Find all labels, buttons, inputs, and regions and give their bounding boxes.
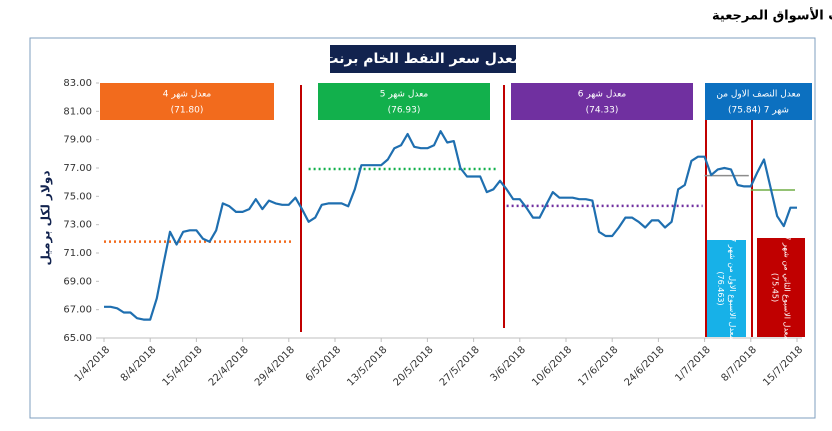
annotation-value: (75.45): [771, 273, 780, 302]
annotation-box: [100, 83, 274, 120]
x-tick-label: 13/5/2018: [345, 344, 389, 388]
annotation-value: (71.80): [171, 106, 204, 116]
y-tick-label: 77.00: [63, 163, 92, 174]
title-box: [330, 45, 516, 73]
annotation-box: [757, 238, 805, 337]
x-tick-label: 8/7/2018: [719, 344, 759, 384]
x-tick-label: 29/4/2018: [253, 344, 297, 388]
y-tick-label: 73.00: [63, 220, 92, 231]
x-tick-label: 3/6/2018: [488, 344, 528, 384]
annotation-label: معدل شهر 5: [380, 90, 429, 100]
x-tick-label: 1/7/2018: [673, 344, 713, 384]
x-tick-label: 8/4/2018: [119, 344, 159, 384]
annotation-value: (74.33): [586, 106, 619, 116]
y-tick-label: 67.00: [63, 305, 92, 316]
y-tick-label: 81.00: [63, 106, 92, 117]
price-line: [104, 130, 797, 321]
annotation-label: معدل النصف الاول من: [716, 90, 800, 100]
x-tick-label: 1/4/2018: [73, 344, 113, 384]
x-tick-label: 27/5/2018: [438, 344, 482, 388]
chart-frame: [29, 37, 816, 419]
y-tick-label: 75.00: [63, 191, 92, 202]
annotation-value: (76.463): [716, 271, 725, 305]
x-tick-label: 24/6/2018: [623, 344, 667, 388]
y-tick-label: 69.00: [63, 276, 92, 287]
y-tick-label: 65.00: [63, 333, 92, 344]
y-axis-label: دولار لكل برميل: [39, 170, 54, 265]
annotation-label: معدل الاسبوع الثاني من شهر 7: [783, 235, 792, 339]
annotation-value: (76.93): [388, 106, 421, 116]
annotation-label: معدل الاسبوع الاول من شهر 7: [728, 237, 737, 339]
x-tick-label: 20/5/2018: [392, 344, 436, 388]
x-tick-label: 10/6/2018: [530, 344, 574, 388]
y-tick-label: 71.00: [63, 248, 92, 259]
month-dividers: [300, 85, 753, 337]
y-tick-label: 79.00: [63, 135, 92, 146]
annotation-label: معدل شهر 4: [163, 90, 212, 100]
annotation-box: [705, 83, 812, 120]
chart-title: معدل سعر النفط الخام برنت: [324, 51, 521, 67]
annotation-box: [707, 240, 746, 337]
annotation-label: معدل شهر 6: [578, 90, 627, 100]
annotation-value: شهر 7 (75.84): [728, 106, 789, 116]
x-tick-label: 15/4/2018: [161, 344, 205, 388]
annotation-box: [511, 83, 693, 120]
x-tick-label: 6/5/2018: [304, 344, 344, 384]
x-tick-label: 22/4/2018: [207, 344, 251, 388]
y-tick-label: 83.00: [63, 78, 92, 89]
annotation-box: [318, 83, 490, 120]
page-header: النشرة الأسبوعية لأسعار النفط الخام برنت…: [712, 7, 832, 24]
x-tick-label: 17/6/2018: [576, 344, 620, 388]
x-tick-label: 15/7/2018: [761, 344, 805, 388]
